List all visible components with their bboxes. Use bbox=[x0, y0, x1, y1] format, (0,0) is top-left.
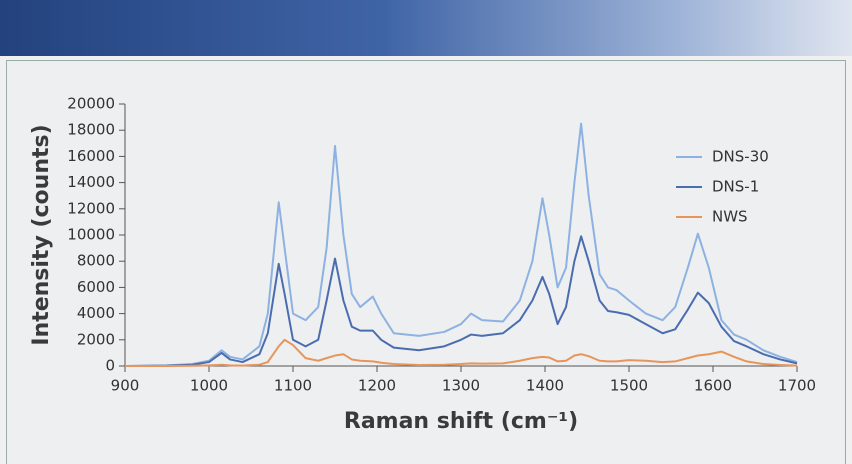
series-line bbox=[124, 235, 798, 367]
y-tick-label: 4000 bbox=[77, 304, 115, 322]
x-tick-label: 1100 bbox=[274, 377, 312, 395]
y-axis-label: Intensity (counts) bbox=[29, 124, 54, 345]
x-axis-label: Raman shift (cm⁻¹) bbox=[344, 409, 578, 434]
y-tick-label: 8000 bbox=[77, 252, 115, 270]
x-tick-label: 1600 bbox=[694, 377, 732, 395]
series-line bbox=[124, 122, 798, 367]
y-tick-label: 20000 bbox=[67, 95, 115, 113]
y-tick-label: 2000 bbox=[77, 330, 115, 348]
x-tick-label: 1200 bbox=[358, 377, 396, 395]
x-tick-label: 1700 bbox=[778, 377, 816, 395]
x-tick-label: 1000 bbox=[190, 377, 228, 395]
x-tick-label: 1400 bbox=[526, 377, 564, 395]
y-tick-label: 18000 bbox=[67, 121, 115, 139]
x-tick-label: 1300 bbox=[442, 377, 480, 395]
legend-label: NWS bbox=[712, 208, 748, 226]
legend-label: DNS-30 bbox=[712, 148, 769, 166]
legend-label: DNS-1 bbox=[712, 178, 759, 196]
x-tick-label: 900 bbox=[111, 377, 140, 395]
y-tick-label: 16000 bbox=[67, 147, 115, 165]
x-tick-label: 1500 bbox=[610, 377, 648, 395]
y-tick-label: 6000 bbox=[77, 278, 115, 296]
header-band bbox=[0, 0, 852, 56]
y-tick-label: 12000 bbox=[67, 199, 115, 217]
y-tick-label: 0 bbox=[105, 357, 115, 375]
y-tick-label: 10000 bbox=[67, 226, 115, 244]
y-tick-label: 14000 bbox=[67, 173, 115, 191]
series-line bbox=[125, 338, 798, 367]
